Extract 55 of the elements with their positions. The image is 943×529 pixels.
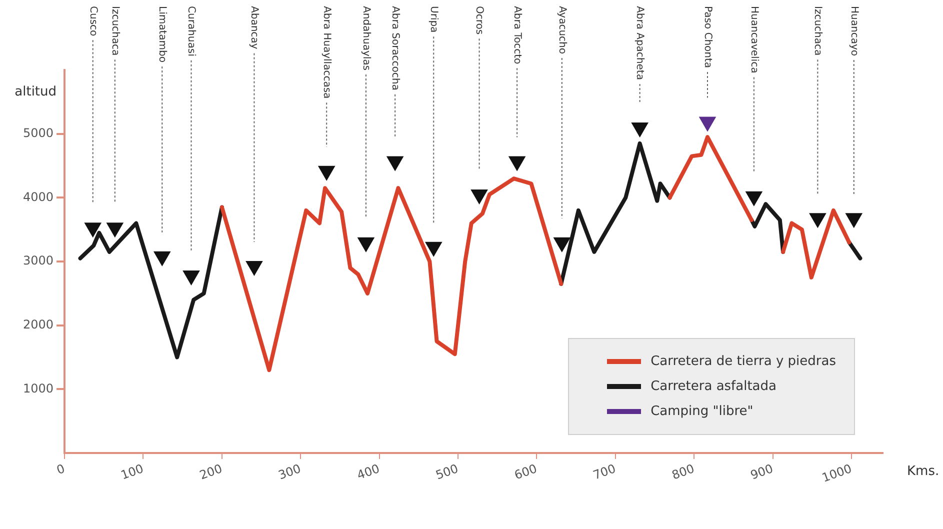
legend-label: Camping "libre" xyxy=(650,404,754,420)
annotation: Huancavelica xyxy=(748,6,760,74)
point xyxy=(318,166,335,180)
point xyxy=(386,156,404,171)
text: Ayacucho xyxy=(556,6,568,54)
point xyxy=(746,191,762,206)
y-tick-label: 2000 xyxy=(22,317,54,332)
point xyxy=(554,237,570,252)
y-tick-label: 1000 xyxy=(22,381,54,396)
text: Limatambo xyxy=(156,6,168,62)
x-tick-label: 300 xyxy=(276,461,303,482)
text: Paso Chonta xyxy=(702,6,713,68)
point xyxy=(846,213,862,228)
annotation: Andahuaylas xyxy=(360,6,372,70)
text: Ocros xyxy=(474,6,485,35)
x-tick-label: 400 xyxy=(355,461,382,482)
x-tick-label: 900 xyxy=(748,461,775,482)
point xyxy=(246,260,262,276)
point xyxy=(106,222,124,238)
x-tick-label: 100 xyxy=(119,461,146,482)
point xyxy=(358,237,374,252)
x-tick-label: 500 xyxy=(434,461,460,482)
point xyxy=(470,189,488,204)
legend-label: Carretera de tierra y piedras xyxy=(650,354,836,370)
annotation: Abra Soraccocha xyxy=(389,6,400,90)
x-tick-label: 700 xyxy=(591,461,618,482)
point xyxy=(632,122,648,137)
y-tick-label: 5000 xyxy=(22,126,54,140)
x-tick-label: 1000 xyxy=(820,461,854,485)
x-tick-label: 0 xyxy=(54,461,67,478)
x-tick-label: 600 xyxy=(512,461,539,482)
point xyxy=(699,116,716,132)
y-tick-label: 4000 xyxy=(22,190,54,204)
text: Uripa xyxy=(428,6,440,33)
text: Huancayo xyxy=(848,6,860,56)
text: Izcuchaca xyxy=(812,6,824,56)
text: Abancay xyxy=(248,6,260,50)
text: Izcuchaca xyxy=(109,6,120,56)
text: Abra Toccto xyxy=(511,6,522,64)
text: Cusco xyxy=(87,6,98,36)
legend-label: Carretera asfaltada xyxy=(650,379,776,394)
x-axis-title: Kms. xyxy=(907,464,940,479)
point xyxy=(84,222,102,238)
point xyxy=(182,270,200,286)
point xyxy=(154,251,170,266)
annotation: Abra Apacheta xyxy=(634,6,646,80)
y-tick-label: 3000 xyxy=(22,254,54,268)
x-tick-label: 200 xyxy=(198,461,224,482)
point xyxy=(425,242,442,256)
y-axis-title: altitud xyxy=(14,84,57,100)
x-tick-label: 800 xyxy=(670,461,696,482)
point xyxy=(508,156,526,171)
text: Curahuasi xyxy=(186,6,197,56)
annotation: Abra Huayllaccasa xyxy=(321,6,332,99)
point xyxy=(809,213,826,228)
